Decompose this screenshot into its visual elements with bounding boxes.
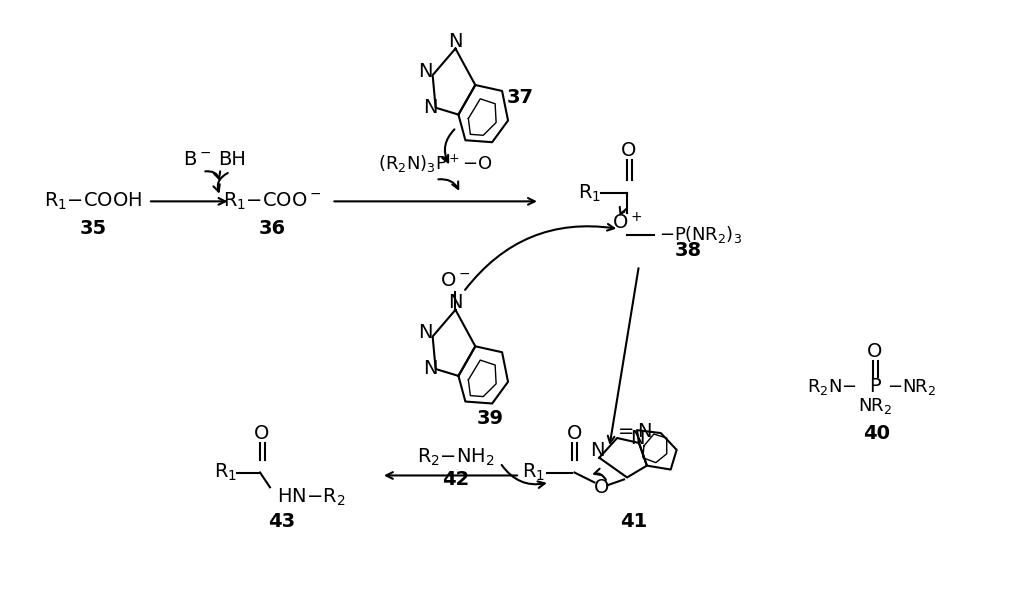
Text: O: O [254, 424, 269, 443]
Text: R$_2$$-$NH$_2$: R$_2$$-$NH$_2$ [417, 447, 495, 468]
Text: N: N [423, 359, 438, 378]
Text: R$_1$: R$_1$ [579, 183, 601, 204]
Text: 40: 40 [863, 424, 891, 443]
Text: R$_1$: R$_1$ [521, 462, 545, 483]
Text: N: N [419, 323, 433, 342]
Text: N: N [449, 32, 463, 51]
Text: O: O [594, 478, 609, 497]
Text: N: N [590, 441, 604, 461]
Text: NR$_2$: NR$_2$ [858, 396, 892, 416]
Text: HN$-$R$_2$: HN$-$R$_2$ [276, 487, 345, 508]
Text: 39: 39 [477, 409, 504, 428]
Text: 38: 38 [675, 241, 702, 260]
Text: P: P [869, 377, 881, 396]
Text: $-$NR$_2$: $-$NR$_2$ [887, 377, 936, 397]
Text: R$_1$$-$COOH: R$_1$$-$COOH [44, 191, 142, 212]
Text: 43: 43 [268, 512, 296, 531]
Text: $=$N: $=$N [614, 422, 652, 441]
Text: 42: 42 [441, 470, 469, 489]
Text: N: N [449, 293, 463, 312]
Text: O$^-$: O$^-$ [440, 271, 471, 290]
Text: B$^-$: B$^-$ [183, 151, 212, 170]
Text: N: N [630, 428, 644, 447]
Text: (R$_2$N)$_3$P$^+$$-$O: (R$_2$N)$_3$P$^+$$-$O [378, 153, 493, 175]
Text: O: O [867, 342, 883, 361]
Text: 36: 36 [258, 220, 286, 239]
Text: 41: 41 [621, 512, 647, 531]
Text: O$^+$: O$^+$ [612, 212, 642, 234]
Text: N: N [423, 98, 438, 117]
Text: 37: 37 [507, 88, 534, 107]
Text: R$_1$: R$_1$ [214, 462, 238, 483]
Text: BH: BH [218, 151, 246, 170]
Text: N: N [419, 62, 433, 81]
Text: O: O [622, 140, 637, 159]
Text: R$_1$$-$COO$^-$: R$_1$$-$COO$^-$ [223, 191, 322, 212]
Text: $-$P(NR$_2$)$_3$: $-$P(NR$_2$)$_3$ [658, 224, 742, 245]
Text: 35: 35 [80, 220, 106, 239]
Text: R$_2$N$-$: R$_2$N$-$ [807, 377, 857, 397]
Text: O: O [567, 424, 583, 443]
